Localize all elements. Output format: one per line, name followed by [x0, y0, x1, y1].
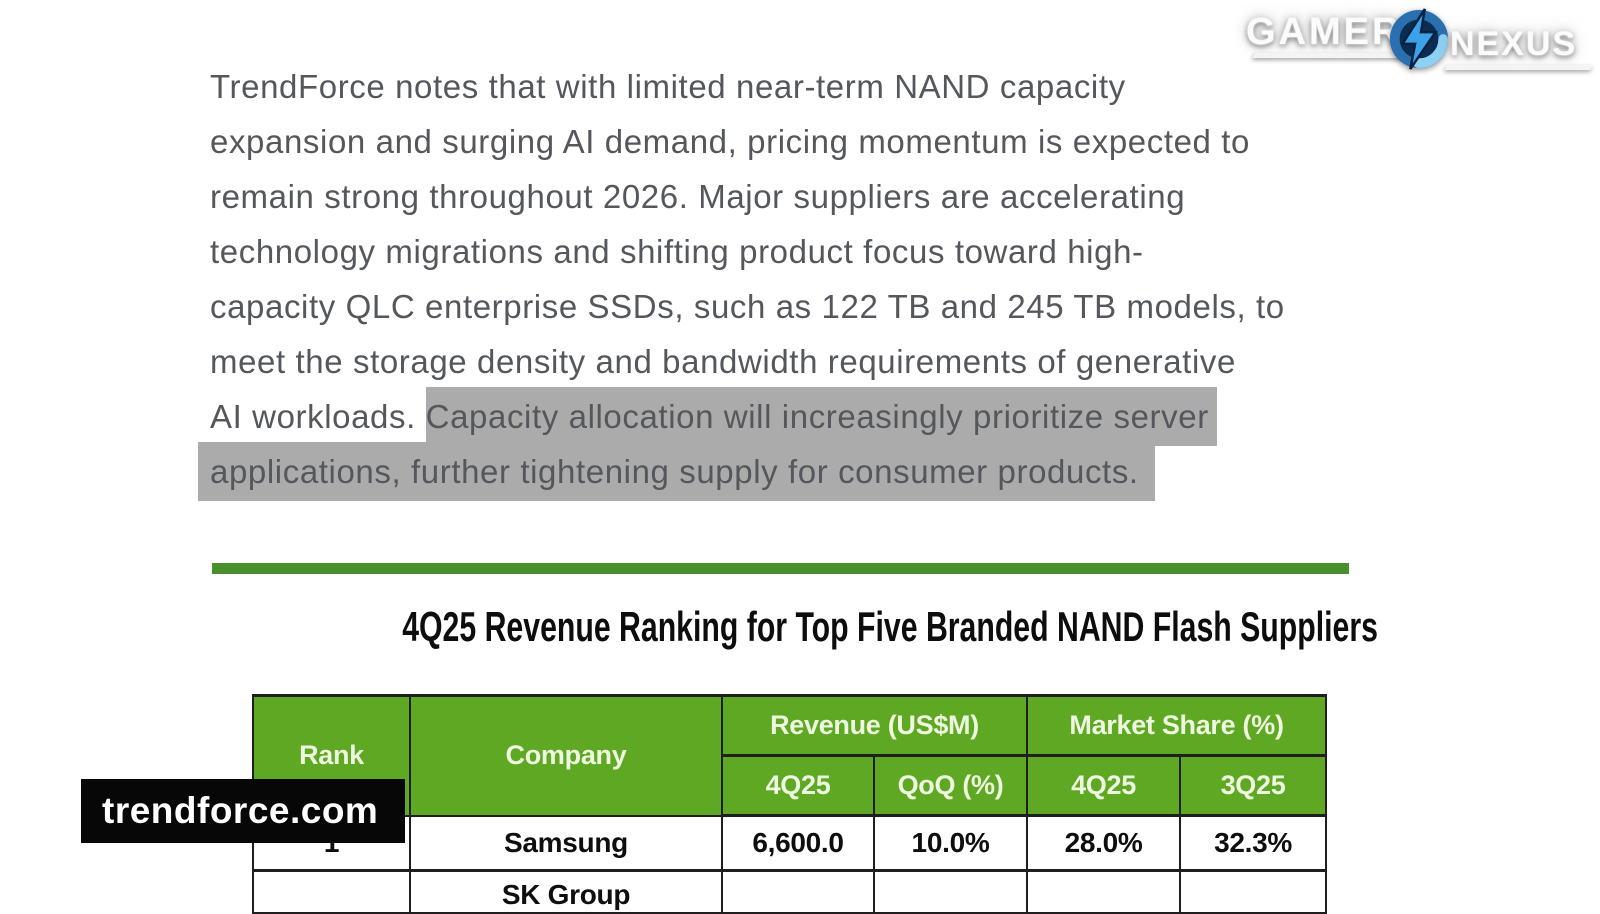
gamersnexus-watermark: GAMERS NEXUS: [1242, 6, 1594, 74]
col-header-revenue-qoq: QoQ (%): [872, 754, 1029, 817]
cell-share-3q25: 32.3%: [1179, 814, 1328, 872]
paragraph-line: applications, further tightening supply …: [198, 442, 1285, 501]
cell-rank: [252, 869, 411, 914]
nexus-wordmark: NEXUS: [1450, 25, 1578, 63]
paragraph-line: technology migrations and shifting produ…: [210, 233, 1144, 270]
source-attribution-label: trendforce.com: [81, 779, 405, 843]
highlighted-text: applications, further tightening supply …: [198, 442, 1155, 501]
table-row: SK Group: [252, 869, 1328, 914]
cell-company: SK Group: [409, 869, 723, 914]
paragraph-line: AI workloads. Capacity allocation will i…: [210, 387, 1285, 446]
source-attribution-text: trendforce.com: [102, 790, 379, 831]
gamers-underline: [1252, 53, 1406, 58]
cell-revenue-4q25: 6,600.0: [721, 814, 875, 872]
paragraph-line: expansion and surging AI demand, pricing…: [210, 123, 1250, 160]
col-header-share-3q25: 3Q25: [1179, 754, 1328, 817]
cell-share-4q25: [1026, 869, 1182, 914]
cell-company: Samsung: [409, 814, 723, 872]
table-row: 1 Samsung 6,600.0 10.0% 28.0% 32.3%: [252, 814, 1328, 872]
nexus-underline: [1444, 65, 1594, 70]
highlighted-text: Capacity allocation will increasingly pr…: [425, 387, 1217, 446]
nand-revenue-table: Rank Company Revenue (US$M) Market Share…: [252, 694, 1328, 914]
paragraph-line: remain strong throughout 2026. Major sup…: [210, 178, 1186, 215]
cell-revenue-4q25: [721, 869, 875, 914]
cell-share-3q25: [1179, 869, 1328, 914]
col-header-revenue-group: Revenue (US$M): [720, 694, 1029, 757]
paragraph-line: meet the storage density and bandwidth r…: [210, 343, 1236, 380]
cell-revenue-qoq: 10.0%: [872, 814, 1029, 872]
table-title: 4Q25 Revenue Ranking for Top Five Brande…: [402, 603, 1378, 650]
paragraph-line: TrendForce notes that with limited near-…: [210, 68, 1126, 105]
cell-revenue-qoq: [872, 869, 1029, 914]
section-divider: [212, 563, 1349, 574]
paragraph-line: capacity QLC enterprise SSDs, such as 12…: [210, 288, 1285, 325]
col-header-share-group: Market Share (%): [1026, 694, 1328, 757]
col-header-company: Company: [409, 694, 723, 817]
col-header-revenue-4q25: 4Q25: [721, 754, 875, 817]
col-header-share-4q25: 4Q25: [1026, 754, 1182, 817]
gamersnexus-emblem-icon: [1389, 8, 1449, 70]
cell-share-4q25: 28.0%: [1026, 814, 1182, 872]
article-paragraph: TrendForce notes that with limited near-…: [198, 59, 1285, 501]
